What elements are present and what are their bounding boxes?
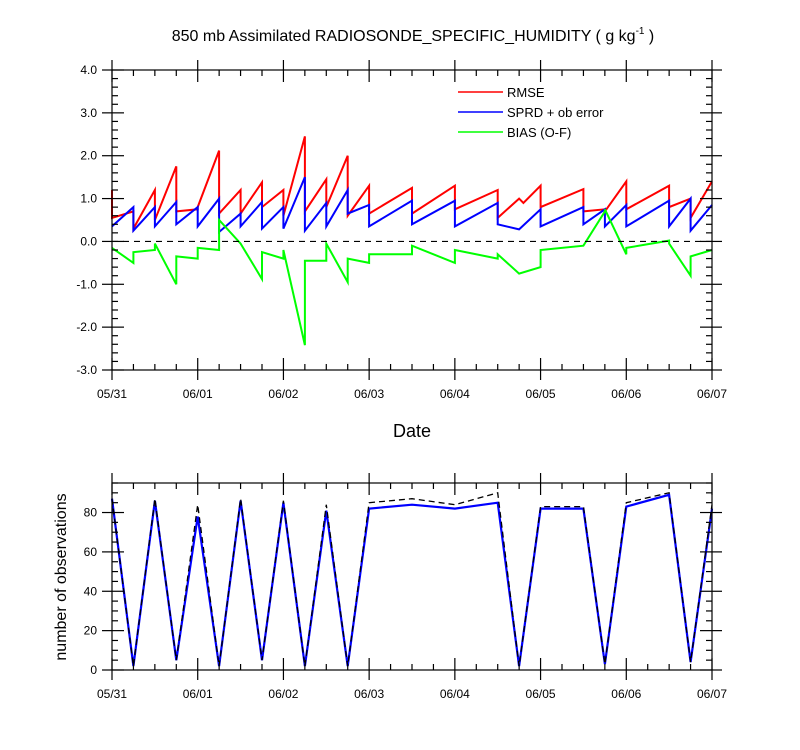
x-tick-label: 06/06 [611, 687, 641, 701]
x-tick-label: 05/31 [97, 387, 127, 401]
bottom-ticks: 05/31 06/01 06/02 06/03 06/04 06/05 06/06 06/07… [84, 473, 727, 701]
chart-title-superscript: -1 [636, 26, 645, 37]
x-axis-title: Date [393, 421, 431, 441]
y-tick-label: 40 [84, 584, 98, 598]
y-tick-label: -2.0 [76, 320, 97, 334]
y-tick-label: -3.0 [76, 363, 97, 377]
y-tick-label: 80 [84, 506, 98, 520]
top-series-group [111, 136, 713, 346]
y-tick-label: 0 [90, 663, 97, 677]
x-tick-label: 06/05 [526, 687, 556, 701]
legend-rmse-label: RMSE [507, 85, 545, 100]
bottom-chart: 05/31 06/01 06/02 06/03 06/04 06/05 06/06 06/07… [53, 473, 727, 701]
x-tick-label: 06/02 [268, 687, 298, 701]
y-tick-label: 2.0 [80, 149, 97, 163]
y-tick-label: -1.0 [76, 277, 97, 291]
y-tick-label: 20 [84, 624, 98, 638]
x-tick-label: 06/02 [268, 387, 298, 401]
y-tick-label: 0.0 [80, 234, 97, 248]
bottom-series-group [110, 491, 714, 667]
x-tick-label: 06/03 [354, 687, 384, 701]
top-chart: 05/31 06/01 06/02 06/03 06/04 06/05 06/06 06/07… [76, 60, 727, 441]
x-tick-label: 06/06 [611, 387, 641, 401]
y-tick-label: 60 [84, 545, 98, 559]
y-axis-title: number of observations [53, 493, 70, 660]
series-line-sprd-ob-error [111, 176, 713, 235]
bottom-plot-frame [111, 482, 713, 671]
legend: RMSE SPRD + ob error BIAS (O-F) [458, 85, 604, 140]
legend-bias-label: BIAS (O-F) [507, 125, 571, 140]
series-line-possible [111, 491, 713, 667]
x-tick-label: 06/07 [697, 387, 727, 401]
x-tick-label: 06/01 [183, 687, 213, 701]
top-ticks: 05/31 06/01 06/02 06/03 06/04 06/05 06/06 06/07… [76, 60, 727, 401]
x-tick-label: 06/04 [440, 687, 470, 701]
legend-sprd-label: SPRD + ob error [507, 105, 604, 120]
series-line-bias-o-f [111, 208, 713, 346]
chart-title-end: ) [644, 28, 654, 45]
y-tick-label: 3.0 [80, 106, 97, 120]
y-tick-label: 1.0 [80, 192, 97, 206]
chart-title: 850 mb Assimilated RADIOSONDE_SPECIFIC_H… [172, 26, 655, 45]
x-tick-label: 06/01 [183, 387, 213, 401]
x-tick-label: 06/07 [697, 687, 727, 701]
x-tick-label: 06/04 [440, 387, 470, 401]
x-tick-label: 06/03 [354, 387, 384, 401]
x-tick-label: 06/05 [526, 387, 556, 401]
chart-title-main: 850 mb Assimilated RADIOSONDE_SPECIFIC_H… [172, 28, 636, 45]
y-tick-label: 4.0 [80, 63, 97, 77]
series-line-used [110, 493, 714, 667]
x-tick-label: 05/31 [97, 687, 127, 701]
